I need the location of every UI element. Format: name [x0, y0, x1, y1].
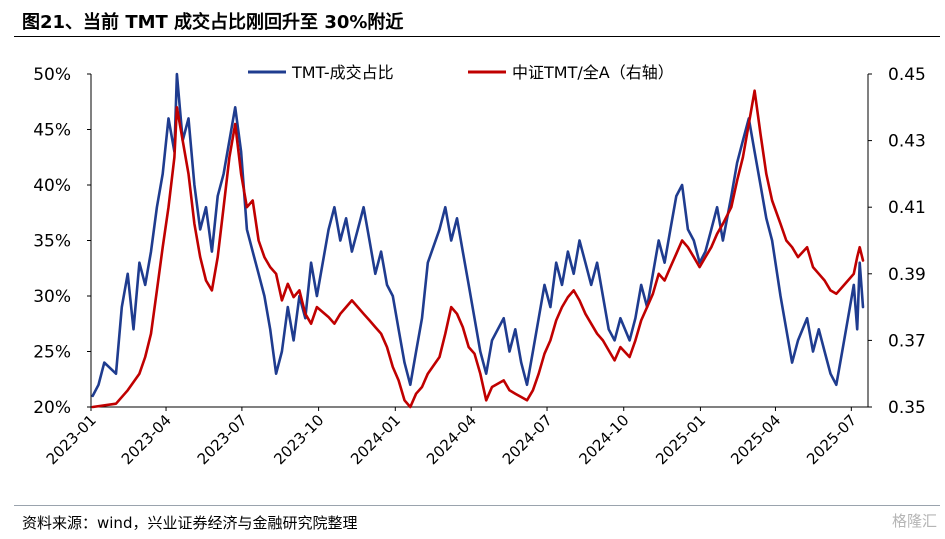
left-axis-tick-label: 30%: [33, 287, 71, 307]
series-line-tmt-volume-share: [91, 72, 865, 398]
right-axis-tick-label: 0.37: [888, 331, 926, 351]
chart-legend: TMT-成交占比 中证TMT/全A（右轴）: [248, 63, 674, 82]
right-axis-tick-label: 0.43: [888, 132, 926, 152]
right-axis-tick-label: 0.35: [888, 398, 926, 418]
left-axis-tick-label: 25%: [33, 343, 71, 363]
x-axis-tick-label: 2024-10: [576, 411, 633, 468]
x-axis-tick-label: 2023-01: [43, 411, 100, 468]
left-axis-tick-label: 45%: [33, 121, 71, 141]
source-note: 资料来源：wind，兴业证券经济与金融研究院整理: [22, 514, 358, 532]
legend-item-tmt-ratio: 中证TMT/全A（右轴）: [468, 63, 674, 82]
x-axis-tick-label: 2025-04: [727, 411, 784, 468]
x-axis-tick-label: 2024-07: [499, 411, 556, 468]
right-axis-tick-label: 0.45: [888, 65, 926, 85]
x-axis-tick-label: 2025-01: [652, 411, 709, 468]
series-line-tmt-ratio: [91, 89, 865, 409]
left-axis-tick-label: 35%: [33, 232, 71, 252]
right-axis-tick-label: 0.39: [888, 265, 926, 285]
left-axis-tick-label: 40%: [33, 176, 71, 196]
x-axis-tick-label: 2023-07: [194, 411, 251, 468]
legend-label: 中证TMT/全A（右轴）: [512, 63, 674, 82]
right-axis-tick-label: 0.41: [888, 198, 926, 218]
x-axis-tick-label: 2024-04: [423, 411, 480, 468]
x-axis-tick-label: 2023-10: [270, 411, 327, 468]
watermark: 格隆汇: [891, 512, 937, 530]
x-axis-tick-label: 2024-01: [347, 411, 404, 468]
x-axis-tick-label: 2023-04: [118, 411, 175, 468]
left-axis-tick-label: 50%: [33, 65, 71, 85]
line-chart: 20% 25% 30% 35% 40% 45% 50% 0.35 0.37 0.39 0.41 0.4…: [33, 63, 926, 468]
footer-divider: [14, 505, 940, 506]
title-divider: [14, 36, 940, 37]
page-title: 图21、当前 TMT 成交占比刚回升至 30%附近: [22, 12, 404, 33]
left-axis-tick-label: 20%: [33, 398, 71, 418]
x-axis-tick-label: 2025-07: [803, 411, 860, 468]
legend-item-tmt-volume-share: TMT-成交占比: [248, 63, 394, 82]
legend-label: TMT-成交占比: [291, 63, 394, 82]
series-layer: [91, 72, 865, 409]
